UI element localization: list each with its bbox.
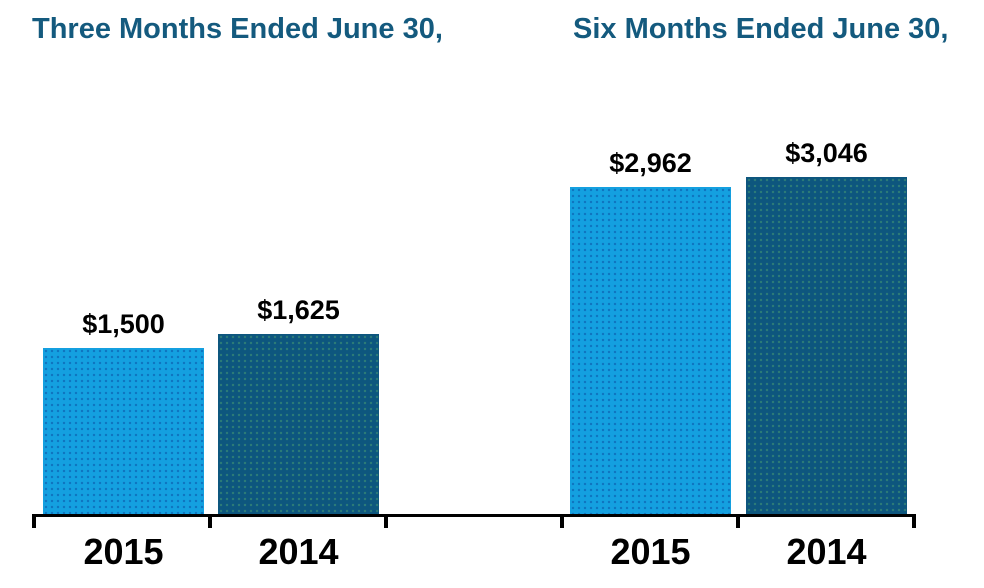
x-axis-label-2014-three-months: 2014 [258,531,339,572]
value-label-2014-six-months: $3,046 [785,138,868,168]
bar-2014-six-months [746,177,907,514]
group-title-three-months: Three Months Ended June 30, [32,13,443,45]
value-label-2015-six-months: $2,962 [609,148,692,178]
value-label-2014-three-months: $1,625 [257,295,340,325]
x-axis-label-2014-six-months: 2014 [786,531,867,572]
bar-2015-six-months [570,187,731,514]
x-axis-tick-3 [560,514,564,528]
bar-2015-three-months [43,348,204,514]
x-axis-tick-5 [912,514,916,528]
group-title-six-months: Six Months Ended June 30, [573,13,949,45]
x-axis-label-2015-six-months: 2015 [610,531,691,572]
x-axis-tick-4 [736,514,740,528]
value-label-2015-three-months: $1,500 [82,309,165,339]
x-axis-label-2015-three-months: 2015 [83,531,164,572]
x-axis-tick-2 [384,514,388,528]
bar-2014-three-months [218,334,379,514]
x-axis-line [32,514,916,517]
x-axis-tick-0 [32,514,36,528]
x-axis-tick-1 [208,514,212,528]
